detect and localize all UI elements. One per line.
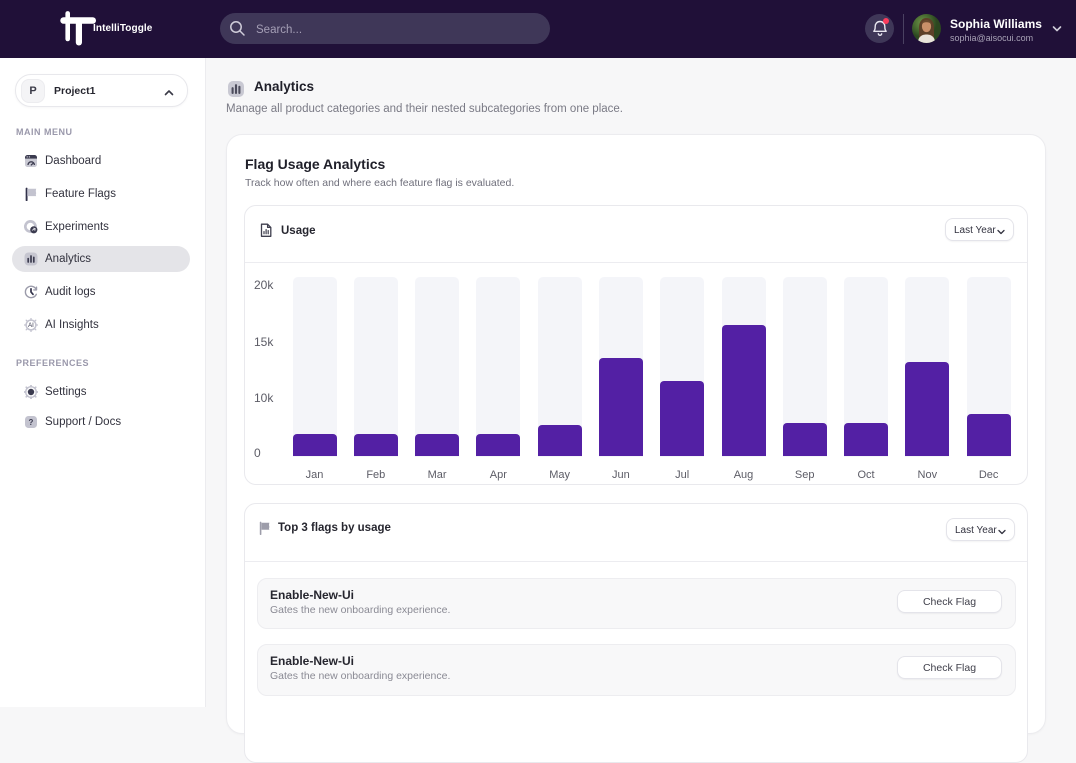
svg-text:AI: AI <box>28 323 34 329</box>
svg-text:?: ? <box>29 418 34 427</box>
